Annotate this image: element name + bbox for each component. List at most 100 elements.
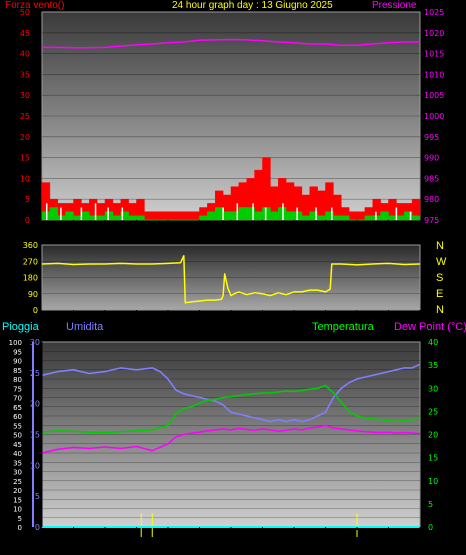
sunrise-marker-label: Sunrise (153, 539, 184, 549)
rain-axis-tick-label: 20 (13, 487, 22, 495)
rain-axis-tick-label: 40 (13, 450, 22, 458)
wind-axis-tick-label: 15 (20, 154, 30, 163)
climate-plot-area (41, 341, 421, 528)
temperature-axis-tick-label: 30 (428, 384, 438, 393)
humidity-line (41, 363, 421, 423)
rain-axis-tick-label: 45 (13, 441, 22, 449)
direction-hour-axis-tick-label: 22 (383, 313, 393, 322)
humidity-axis-tick-label: 15 (30, 431, 40, 440)
hour-axis-tick-label: 08 (163, 231, 173, 240)
rain-axis-tick-label: 70 (13, 395, 22, 403)
pressure-axis-tick-label: 1025 (424, 8, 444, 17)
climate-hour-axis-tick-label: 14 (257, 539, 267, 548)
direction-hour-axis-tick-label: 12 (226, 313, 236, 322)
pressure-axis-tick-label: 1015 (424, 50, 444, 59)
wind-axis-tick-label: 20 (20, 133, 30, 142)
direction-axis-tick-label: 0 (33, 306, 38, 315)
climate-hour-axis-tick-label: 18 (320, 539, 330, 548)
compass-n-bottom: N (436, 304, 444, 316)
rain-axis-tick-label: 10 (13, 506, 22, 514)
climate-hour-axis-tick-label: 22 (383, 539, 393, 548)
hour-axis-tick-label: 04 (100, 231, 110, 240)
compass-w: W (436, 256, 447, 268)
rain-axis-tick-label: 5 (18, 515, 22, 523)
rain-axis-tick-label: 90 (13, 358, 22, 366)
hour-axis-tick-label: 00 (415, 231, 425, 240)
climate-hour-axis-tick-label: 02 (68, 539, 78, 548)
wind-axis-tick-label: 35 (20, 70, 30, 79)
temperature-axis-tick-label: 35 (428, 361, 438, 370)
hour-axis-tick-label: 12 (226, 231, 236, 240)
rain-axis-tick-label: 60 (13, 413, 22, 421)
wind-axis-title: Forza vento() (5, 0, 65, 11)
rain-axis-tick-label: 55 (13, 422, 22, 430)
direction-hour-axis-tick-label: 08 (163, 313, 173, 322)
wind-axis-tick-label: 40 (20, 50, 30, 59)
pressure-axis-title: Pressione (372, 0, 417, 11)
compass-s: S (436, 272, 444, 284)
temperature-axis-tick-label: 0 (428, 523, 433, 532)
rain-axis-tick-label: 35 (13, 459, 22, 467)
pressure-axis-tick-label: 1000 (424, 112, 444, 121)
temperature-line (41, 384, 421, 434)
climate-hour-axis-tick-label: 12 (226, 539, 236, 548)
wind-gust-area (41, 157, 421, 221)
wind-axis-tick-label: 10 (20, 174, 30, 183)
direction-hour-axis-tick-label: 10 (194, 313, 204, 322)
humidity-axis-title: Umidita (66, 321, 104, 333)
direction-hour-axis-tick-label: 04 (100, 313, 110, 322)
humidity-axis-tick-label: 25 (30, 369, 40, 378)
rain-axis-tick-label: 80 (13, 376, 22, 384)
pressure-axis-tick-label: 980 (424, 195, 439, 204)
rain-axis-tick-label: 85 (13, 367, 22, 375)
humidity-axis-tick-label: 10 (30, 461, 40, 470)
pressure-axis-tick-label: 1010 (424, 70, 444, 79)
compass-n-top: N (436, 240, 444, 252)
pressure-axis-tick-label: 1005 (424, 91, 444, 100)
rain-axis-tick-label: 50 (13, 432, 22, 440)
wind-axis-tick-label: 0 (25, 216, 30, 225)
direction-hour-axis-tick-label: 16 (289, 313, 299, 322)
humidity-axis-tick-label: 30 (30, 338, 40, 347)
hour-axis-tick-label: 02 (68, 231, 78, 240)
direction-axis-tick-label: 90 (28, 290, 38, 299)
compass-e: E (436, 288, 444, 300)
direction-axis-tick-label: 180 (23, 274, 38, 283)
direction-hour-axis-tick-label: 14 (257, 313, 267, 322)
direction-hour-axis-tick-label: 18 (320, 313, 330, 322)
direction-axis-tick-label: 360 (23, 241, 38, 250)
pressure-line (42, 38, 420, 49)
rain-axis-title: Pioggia (2, 321, 39, 333)
humidity-axis-tick-label: 20 (30, 400, 40, 409)
rain-axis-tick-label: 25 (13, 478, 22, 486)
rain-axis-tick-label: 100 (9, 339, 22, 347)
pressure-axis-tick-label: 985 (424, 174, 439, 183)
rain-axis-tick-label: 15 (13, 496, 22, 504)
climate-hour-axis-tick-label: 00 (415, 539, 425, 548)
pressure-axis-tick-label: 1020 (424, 29, 444, 38)
climate-hour-axis-tick-label: 20 (352, 539, 362, 548)
hour-axis-tick-label: 20 (352, 231, 362, 240)
direction-hour-axis-tick-label: 06 (131, 313, 141, 322)
hour-axis-tick-label: 14 (257, 231, 267, 240)
temperature-axis-tick-label: 20 (428, 431, 438, 440)
dewpoint-axis-title: Dew Point (°C) (394, 321, 466, 333)
temperature-axis-tick-label: 10 (428, 477, 438, 486)
rain-axis-tick-label: 0 (18, 524, 22, 532)
rain-axis-tick-label: 75 (13, 385, 22, 393)
pressure-axis-tick-label: 975 (424, 216, 439, 225)
direction-hour-axis-tick-label: 20 (352, 313, 362, 322)
graph-title: 24 hour graph day : 13 Giugno 2025 (172, 0, 333, 11)
temperature-axis-tick-label: 5 (428, 500, 433, 509)
climate-hour-axis-tick-label: 04 (100, 539, 110, 548)
humidity-axis-tick-label: 5 (35, 492, 40, 501)
direction-hour-axis-tick-label: 02 (68, 313, 78, 322)
climate-hour-axis-tick-label: 10 (194, 539, 204, 548)
pressure-axis-tick-label: 995 (424, 133, 439, 142)
hour-axis-tick-label: 06 (131, 231, 141, 240)
wind-axis-tick-label: 45 (20, 29, 30, 38)
direction-axis-tick-label: 270 (23, 257, 38, 266)
pressure-axis-tick-label: 990 (424, 154, 439, 163)
